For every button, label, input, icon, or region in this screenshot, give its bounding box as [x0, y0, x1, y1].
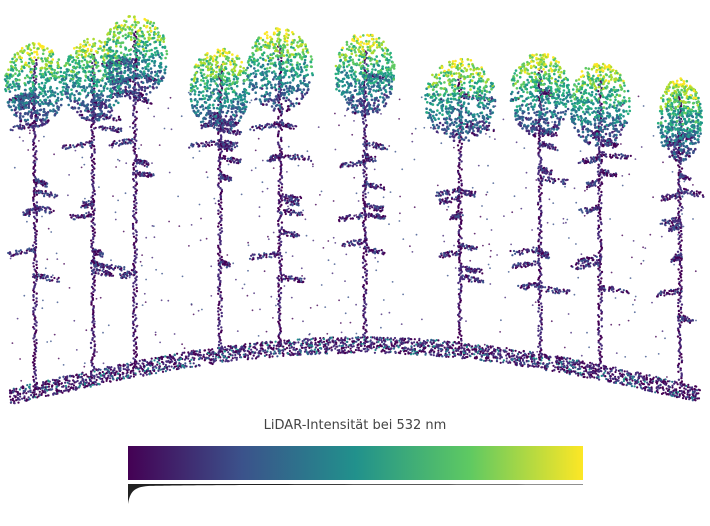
point-speckle: [9, 90, 700, 382]
ground-points: [8, 336, 702, 405]
tree-branches: [7, 58, 705, 324]
tree-crowns: [3, 15, 703, 163]
colorbar-title: LiDAR-Intensität bei 532 nm: [263, 418, 447, 433]
lidar-point-cloud-forest: [3, 15, 705, 405]
intensity-colorbar: [128, 446, 583, 480]
intensity-histogram: [128, 484, 583, 504]
